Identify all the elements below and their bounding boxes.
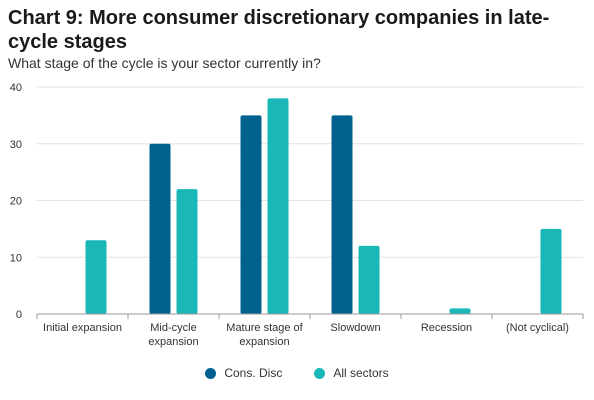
bar-all-sectors[interactable] [540,228,562,314]
bar-cons-disc[interactable] [149,143,171,314]
chart-subtitle: What stage of the cycle is your sector c… [8,55,321,71]
bar-all-sectors[interactable] [267,98,289,314]
bar-cons-disc[interactable] [240,115,262,314]
x-category-label: Recession [421,322,472,334]
x-category-label: (Not cyclical) [506,322,569,334]
gridlines [37,86,583,258]
legend-label: All sectors [333,366,389,380]
bar-cons-disc[interactable] [331,115,353,314]
chart-title: Chart 9: More consumer discretionary com… [8,7,550,53]
bars [85,98,562,314]
x-axis-labels: Initial expansion Mid-cycle expansion Matur… [36,314,584,348]
legend-item-cons-disc[interactable]: Cons. Disc [205,366,282,380]
y-tick-label: 10 [10,252,22,264]
legend: Cons. Disc All sectors [0,366,594,380]
x-category-label: Mature stage of expansion [226,322,303,348]
y-tick-label: 30 [10,139,22,151]
y-tick-label: 20 [10,196,22,208]
legend-swatch-icon [205,367,217,379]
legend-swatch-icon [314,367,326,379]
y-tick-label: 40 [10,82,22,94]
x-category-label: Mid-cycle expansion [148,322,198,348]
bar-all-sectors[interactable] [85,240,107,314]
legend-item-all-sectors[interactable]: All sectors [314,366,389,380]
bar-chart-plot: 0 10 20 30 40 Initial expansion Mid-cycle expa… [10,82,584,348]
y-tick-label: 0 [16,309,22,321]
y-axis-ticks: 0 10 20 30 40 [10,82,22,321]
x-category-label: Initial expansion [43,322,122,334]
bar-all-sectors[interactable] [358,245,380,314]
bar-all-sectors[interactable] [176,189,198,314]
x-category-label: Slowdown [330,322,380,334]
bar-all-sectors[interactable] [449,308,471,314]
legend-label: Cons. Disc [224,366,283,380]
